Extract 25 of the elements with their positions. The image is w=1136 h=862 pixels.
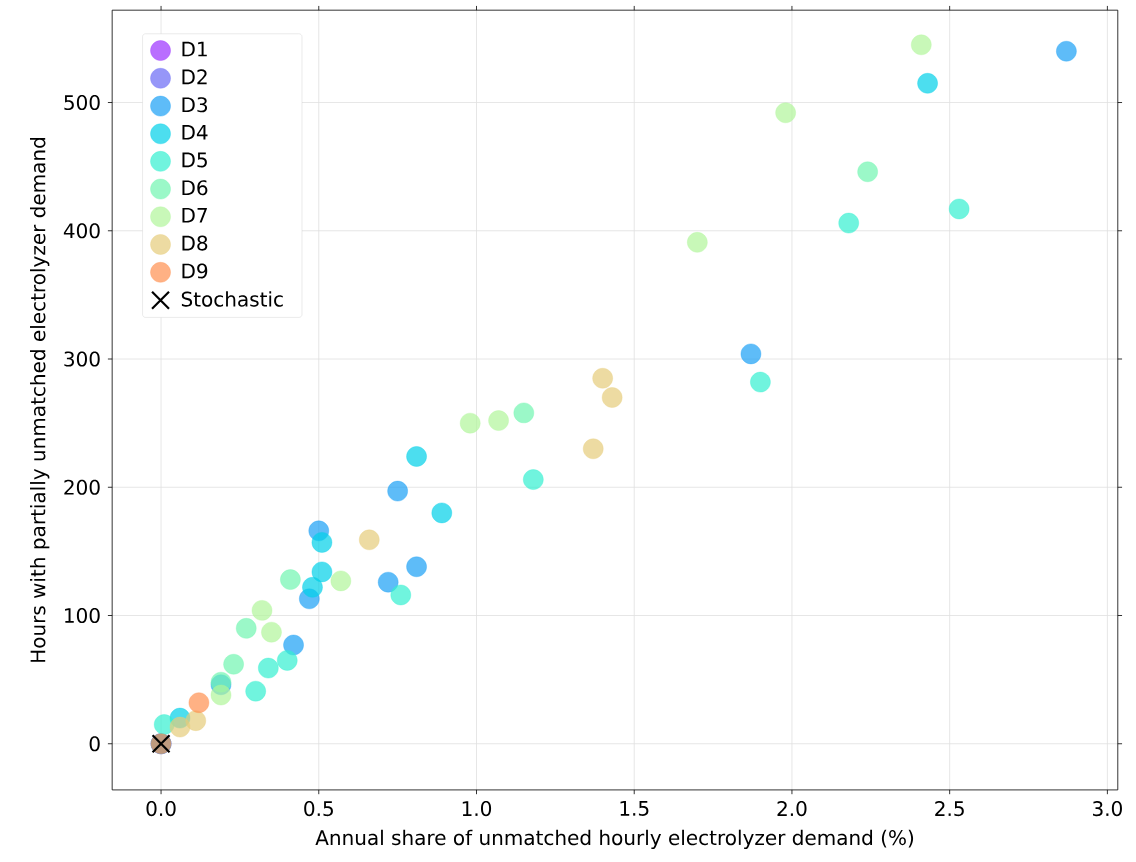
x-tick-label: 0.0	[146, 801, 176, 817]
x-tick-label: 2.0	[777, 801, 807, 817]
legend-label: D7	[182, 207, 207, 223]
y-tick-label: 500	[64, 94, 100, 111]
y-axis-title: Hours with partially unmatched electrolyzer demand	[30, 137, 50, 662]
legend-label: D5	[182, 152, 207, 168]
legend-label: D8	[182, 235, 208, 251]
y-tick-label: 400	[63, 223, 100, 239]
x-axis-title: Annual share of unmatched hourly electrolyzer demand (%)	[315, 829, 914, 849]
legend-label: D6	[182, 180, 208, 196]
legend-label: D1	[182, 41, 207, 57]
legend-label: D2	[182, 69, 207, 85]
y-tick-label: 200	[64, 479, 100, 495]
legend-label: Stochastic	[181, 291, 283, 307]
x-tick-label: 2.5	[935, 801, 964, 817]
x-tick-label: 1.5	[620, 801, 649, 816]
legend-label: D9	[182, 263, 208, 279]
legend-label: D3	[182, 97, 208, 113]
legend-label: D4	[182, 124, 208, 140]
x-tick-label: 1.0	[462, 801, 492, 817]
x-tick-label: 3.0	[1093, 801, 1122, 817]
y-tick-label: 0	[89, 736, 100, 752]
y-tick-label: 300	[64, 351, 100, 367]
x-tick-label: 0.5	[304, 801, 333, 817]
y-tick-label: 100	[65, 607, 100, 624]
